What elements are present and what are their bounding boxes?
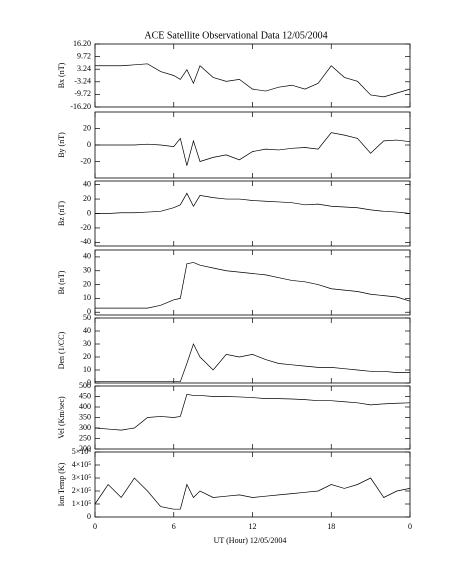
y-tick-label: 40 — [83, 179, 91, 188]
y-tick-label: -3.24 — [74, 77, 91, 86]
chart-title: ACE Satellite Observational Data 12/05/2… — [144, 30, 327, 41]
y-axis-label: Den (1/CC) — [57, 331, 66, 369]
y-tick-label: 450 — [79, 391, 91, 400]
panel-frame — [94, 180, 411, 247]
data-line — [94, 394, 411, 431]
y-tick-label: 3.24 — [77, 64, 91, 73]
y-tick-label: 250 — [79, 433, 91, 442]
y-tick-label: 5×10⁵ — [72, 447, 92, 456]
y-tick-label: 20 — [83, 352, 91, 361]
y-tick-label: 300 — [79, 423, 91, 432]
panel-frame — [94, 451, 411, 518]
y-tick-label: -16.20 — [70, 102, 91, 111]
y-tick-label: 20 — [83, 279, 91, 288]
y-tick-label: 400 — [79, 402, 91, 411]
y-tick-label: -20 — [80, 223, 91, 232]
y-tick-label: 0 — [87, 512, 91, 521]
data-line — [94, 477, 411, 510]
y-tick-label: 0 — [87, 307, 91, 316]
panel-frame — [94, 317, 411, 384]
y-axis-label: By (nT) — [57, 132, 66, 158]
data-line — [95, 343, 410, 383]
data-line — [95, 192, 411, 214]
y-tick-label: 0 — [87, 140, 91, 149]
data-line — [95, 132, 411, 166]
y-tick-label: 20 — [83, 123, 91, 132]
y-tick-label: 9.72 — [77, 51, 91, 60]
x-tick-label: 6 — [172, 522, 176, 531]
y-tick-label: 0 — [87, 378, 91, 387]
data-line — [95, 63, 411, 98]
y-tick-label: 50 — [83, 313, 91, 322]
y-tick-label: -40 — [80, 237, 91, 246]
y-axis-label: Bz (nT) — [57, 201, 66, 226]
y-tick-label: 0 — [87, 208, 91, 217]
y-axis-label: Bt (nT) — [57, 270, 66, 294]
y-tick-label: 2×10⁵ — [72, 486, 92, 495]
panel-frame — [94, 385, 411, 450]
y-tick-label: 10 — [83, 293, 91, 302]
y-tick-label: 40 — [83, 326, 91, 335]
y-tick-label: 16.20 — [73, 39, 91, 48]
data-line — [95, 262, 411, 309]
y-axis-label: Ion Temp (K) — [57, 462, 66, 506]
y-tick-label: -9.72 — [74, 89, 91, 98]
y-tick-label: 40 — [83, 252, 91, 261]
y-tick-label: 3×10⁵ — [72, 473, 92, 482]
y-tick-label: 4×10⁵ — [72, 460, 92, 469]
y-tick-label: -20 — [80, 156, 91, 165]
x-axis-label: UT (Hour) 12/05/2004 — [214, 536, 287, 545]
y-tick-label: 20 — [83, 194, 91, 203]
y-tick-label: 1×10⁵ — [72, 499, 92, 508]
y-tick-label: 500 — [79, 381, 91, 390]
x-tick-label: 18 — [327, 522, 335, 531]
y-tick-label: 10 — [83, 365, 91, 374]
y-axis-label: Vel (Km/sec) — [57, 396, 66, 439]
x-tick-label: 0 — [93, 522, 97, 531]
panel-frame — [94, 111, 411, 179]
x-tick-label: 0 — [408, 522, 412, 531]
y-tick-label: 200 — [79, 444, 91, 453]
y-tick-label: 30 — [83, 339, 91, 348]
y-axis-label: Bx (nT) — [57, 62, 66, 88]
x-tick-label: 12 — [249, 522, 257, 531]
panel-frame — [94, 43, 411, 108]
panel-frame — [94, 249, 411, 316]
y-tick-label: 350 — [79, 412, 91, 421]
y-tick-label: 30 — [83, 266, 91, 275]
